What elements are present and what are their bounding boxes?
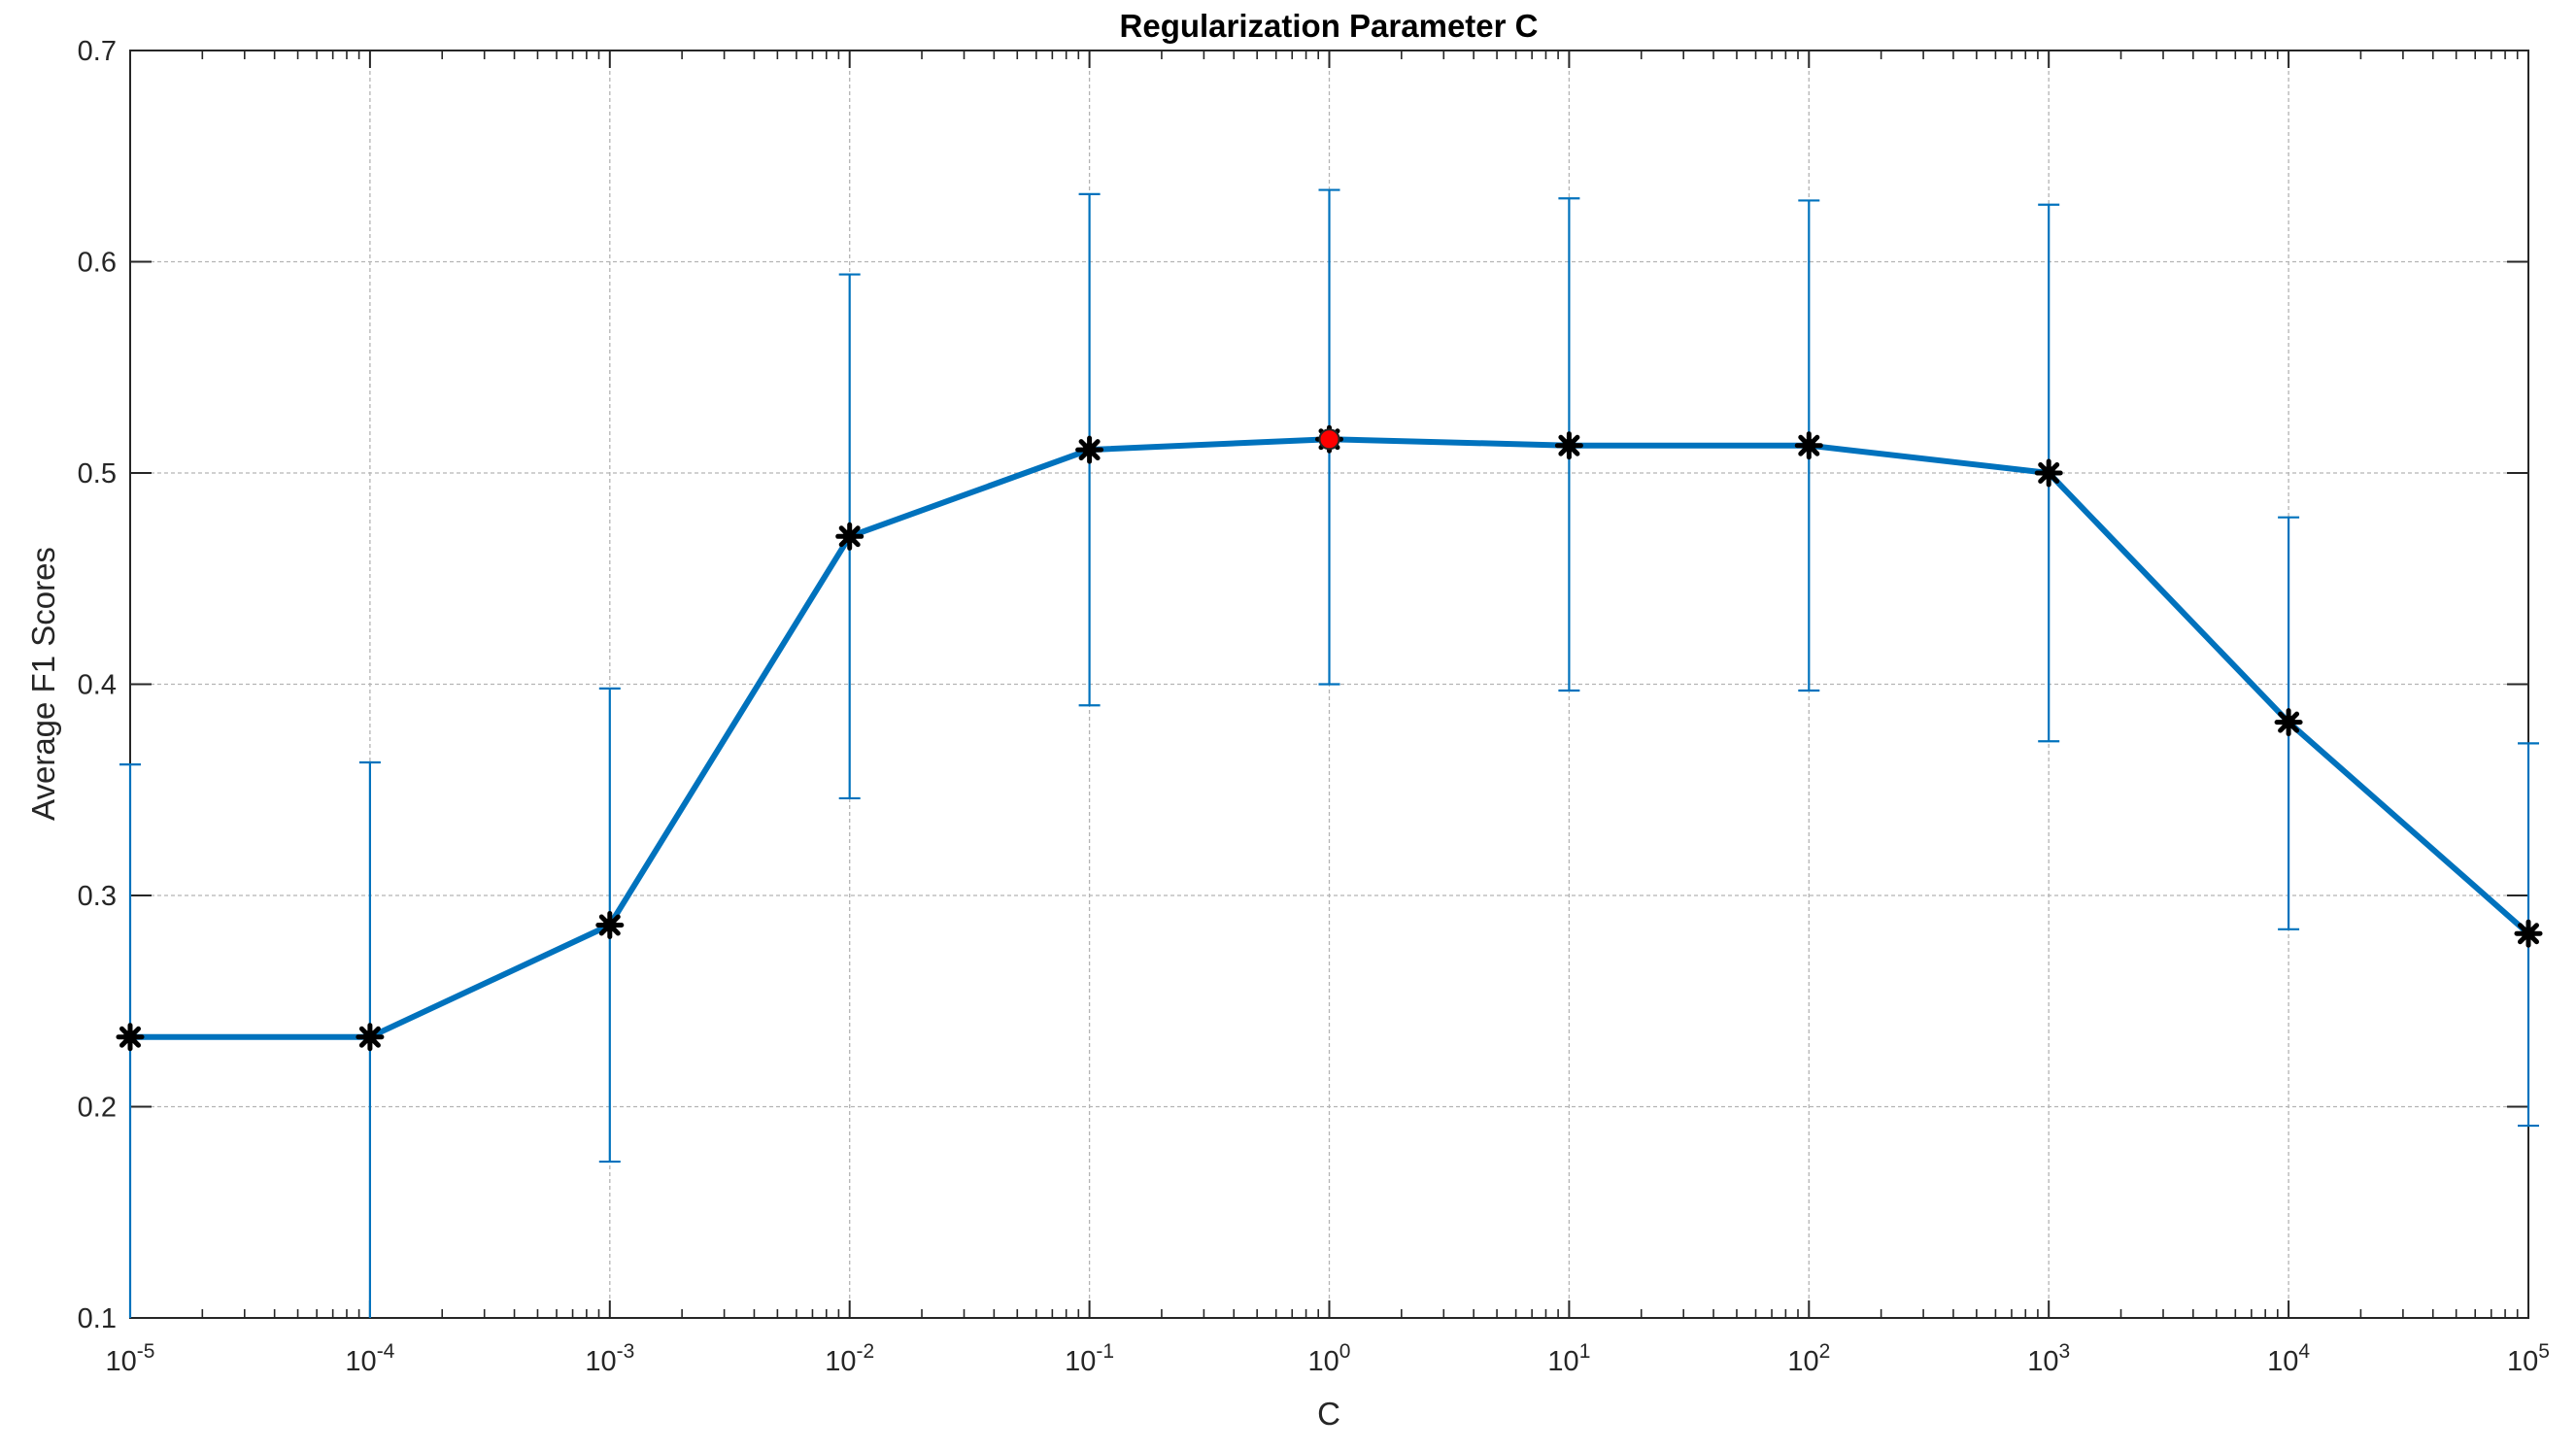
x-tick-label: 102: [1787, 1340, 1830, 1377]
marker-core: [602, 918, 617, 932]
x-tick-label: 10-3: [585, 1340, 634, 1377]
x-tick-labels: 10-5 10-4 10-3 10-2 10-1 100 101 102 103 104 105: [106, 1340, 2550, 1377]
x-axis-title: C: [1317, 1396, 1340, 1432]
marker-core: [1802, 438, 1816, 453]
x-tick-label: 10-2: [825, 1340, 874, 1377]
x-tick-label: 100: [1308, 1340, 1351, 1377]
x-tick-label: 101: [1547, 1340, 1590, 1377]
data-point-marker: [2274, 708, 2303, 737]
data-point-marker: [2514, 919, 2543, 948]
data-point-marker: [1075, 435, 1104, 464]
best-point-marker: [1318, 428, 1340, 451]
y-tick-label: 0.1: [78, 1303, 117, 1334]
data-point-marker: [1554, 431, 1583, 460]
data-point-marker: [1794, 431, 1823, 460]
x-tick-label: 10-4: [345, 1340, 394, 1377]
x-tick-label: 10-1: [1065, 1340, 1114, 1377]
x-tick-label: 105: [2507, 1340, 2550, 1377]
marker-core: [2042, 466, 2056, 480]
marker-core: [1082, 443, 1097, 457]
y-tick-label: 0.6: [78, 248, 117, 279]
axes-box: [129, 50, 2529, 1319]
y-tick-label: 0.4: [78, 670, 117, 701]
chart-title: Regularization Parameter C: [1120, 8, 1539, 44]
x-tick-label: 103: [2027, 1340, 2070, 1377]
y-tick-label: 0.2: [78, 1093, 117, 1124]
data-point-marker: [835, 522, 864, 551]
marker-core: [2282, 715, 2296, 729]
y-tick-label: 0.5: [78, 458, 117, 489]
minor-ticks: [201, 51, 2519, 1318]
x-tick-label: 10-5: [106, 1340, 155, 1377]
marker-core: [123, 1029, 137, 1044]
best-point-highlight: [1318, 428, 1340, 451]
y-tick-label: 0.7: [78, 36, 117, 67]
marker-core: [1562, 438, 1576, 453]
y-tick-label: 0.3: [78, 881, 117, 912]
data-point-marker: [595, 911, 625, 939]
data-point-marker: [2034, 458, 2063, 488]
marker-core: [2522, 927, 2535, 941]
y-axis-title: Average F1 Scores: [25, 547, 61, 821]
x-tick-label: 104: [2267, 1340, 2310, 1377]
marker-core: [362, 1029, 377, 1044]
marker-core: [842, 529, 857, 544]
data-point-marker: [356, 1023, 385, 1052]
data-point-marker: [116, 1023, 145, 1052]
y-tick-labels: 0.1 0.2 0.3 0.4 0.5 0.6 0.7: [78, 36, 117, 1334]
